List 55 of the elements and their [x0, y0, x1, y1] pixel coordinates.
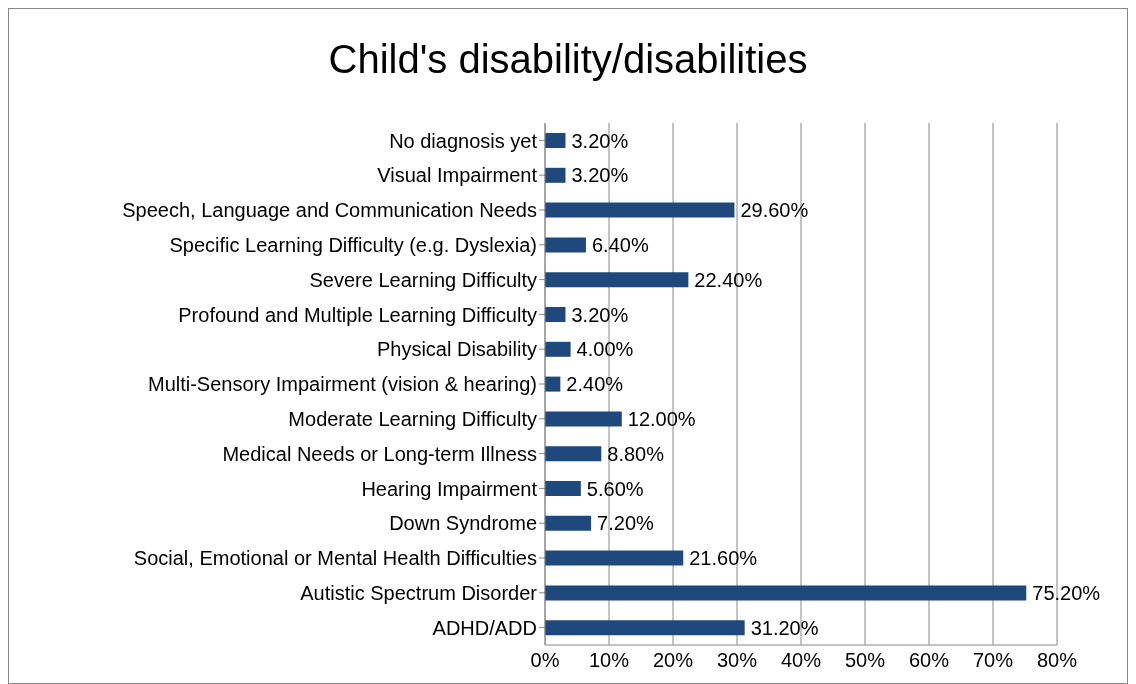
bar — [545, 550, 684, 566]
data-label: 6.40% — [591, 233, 649, 256]
bar — [545, 446, 602, 462]
x-tick-label: 80% — [1036, 649, 1078, 672]
data-label: 3.20% — [571, 303, 629, 326]
y-tick-label: Moderate Learning Difficulty — [288, 407, 537, 430]
bar — [545, 272, 689, 288]
x-tick-label: 30% — [716, 649, 758, 672]
bar — [545, 515, 592, 531]
data-label: 22.40% — [694, 268, 763, 291]
data-label: 2.40% — [566, 373, 624, 396]
bar — [545, 620, 745, 636]
bar — [545, 481, 581, 496]
bar — [545, 202, 735, 218]
data-label: 3.20% — [571, 164, 629, 187]
data-label: 4.00% — [576, 338, 634, 361]
y-tick-label: Multi-Sensory Impairment (vision & hearing) — [147, 373, 537, 396]
x-tick-label: 10% — [588, 649, 630, 672]
y-tick-label: Speech, Language and Communication Needs — [122, 199, 537, 222]
data-label: 5.60% — [586, 477, 644, 500]
bar — [545, 237, 586, 253]
y-tick-label: Social, Emotional or Mental Health Difficulties — [133, 547, 537, 570]
y-tick-label: ADHD/ADD — [432, 616, 537, 639]
y-tick-label: Autistic Spectrum Disorder — [300, 581, 538, 604]
x-tick-label: 60% — [908, 649, 950, 672]
bar — [545, 133, 566, 148]
bar — [545, 341, 571, 357]
y-tick-label: Specific Learning Difficulty (e.g. Dyslexia) — [169, 233, 537, 256]
data-label: 7.20% — [597, 512, 655, 535]
y-tick-label: Down Syndrome — [389, 512, 537, 535]
bar — [545, 411, 622, 427]
y-tick-label: Physical Disability — [376, 338, 537, 361]
data-label: 75.20% — [1032, 581, 1101, 604]
y-tick-label: No diagnosis yet — [389, 129, 538, 152]
y-tick-label: Severe Learning Difficulty — [309, 268, 537, 291]
data-label: 29.60% — [740, 199, 809, 222]
y-tick-label: Medical Needs or Long-term Illness — [222, 442, 537, 465]
x-tick-label: 20% — [652, 649, 694, 672]
chart-title: Child's disability/disabilities — [327, 36, 809, 83]
bar — [545, 585, 1027, 601]
data-label: 31.20% — [750, 616, 819, 639]
y-tick-label: Hearing Impairment — [361, 477, 538, 500]
bar — [545, 376, 561, 392]
y-tick-label: Visual Impairment — [377, 164, 538, 187]
x-tick-label: 0% — [530, 649, 560, 672]
data-label: 3.20% — [571, 129, 629, 152]
x-tick-label: 40% — [780, 649, 822, 672]
x-tick-label: 50% — [844, 649, 886, 672]
y-tick-label: Profound and Multiple Learning Difficulty — [178, 303, 537, 326]
bar — [545, 307, 566, 322]
data-label: 12.00% — [627, 407, 696, 430]
data-label: 21.60% — [689, 547, 758, 570]
bar — [545, 167, 566, 183]
data-label: 8.80% — [607, 442, 665, 465]
x-tick-label: 70% — [972, 649, 1014, 672]
